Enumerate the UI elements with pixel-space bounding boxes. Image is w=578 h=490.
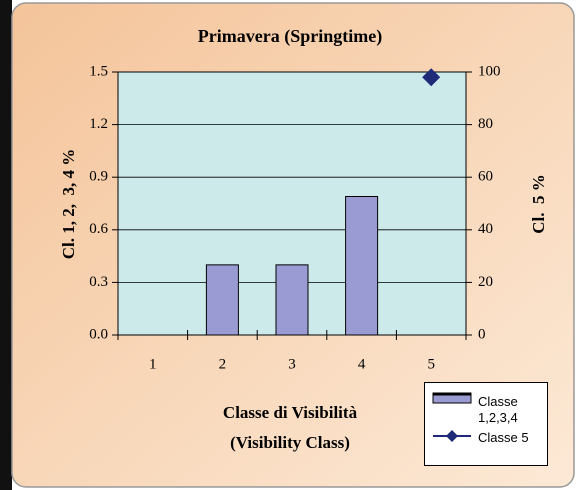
y2-axis-title: Cl. 5 % [529,174,548,234]
y-axis-title: Cl. 1, 2, 3, 4 % [59,149,78,260]
y2-tick-label: 80 [478,116,493,132]
legend-label: Classe 5 [478,430,529,445]
chart-title: Primavera (Springtime) [198,26,382,47]
y-tick-label: 1.5 [89,63,108,79]
bar [275,264,309,336]
legend-symbols [432,392,472,442]
y2-tick-label: 0 [478,326,486,342]
y-tick-label: 0.9 [89,169,108,185]
x-tick-label: 2 [219,356,227,372]
y2-tick-label: 100 [478,63,501,79]
legend: Classe 1,2,3,4 Classe 5 [424,382,548,466]
x-tick-label: 1 [149,356,157,372]
x-tick-label: 4 [358,356,366,372]
x-tick-label: 3 [288,356,296,372]
y2-tick-label: 20 [478,274,493,290]
legend-marker [446,430,458,442]
y-tick-label: 1.2 [89,116,108,132]
y2-tick-label: 40 [478,221,493,237]
legend-label: Classe 1,2,3,4 [478,394,518,425]
bar [345,195,379,336]
y2-tick-label: 60 [478,169,493,185]
x-tick-label: 5 [427,356,435,372]
bar [205,264,239,336]
y-tick-label: 0.6 [89,221,108,237]
marker [422,68,441,87]
y-tick-label: 0.0 [89,326,108,342]
y-tick-label: 0.3 [89,274,108,290]
x-axis-title: Classe di Visibilità (Visibility Class) [222,403,358,452]
left-strip [0,0,12,490]
